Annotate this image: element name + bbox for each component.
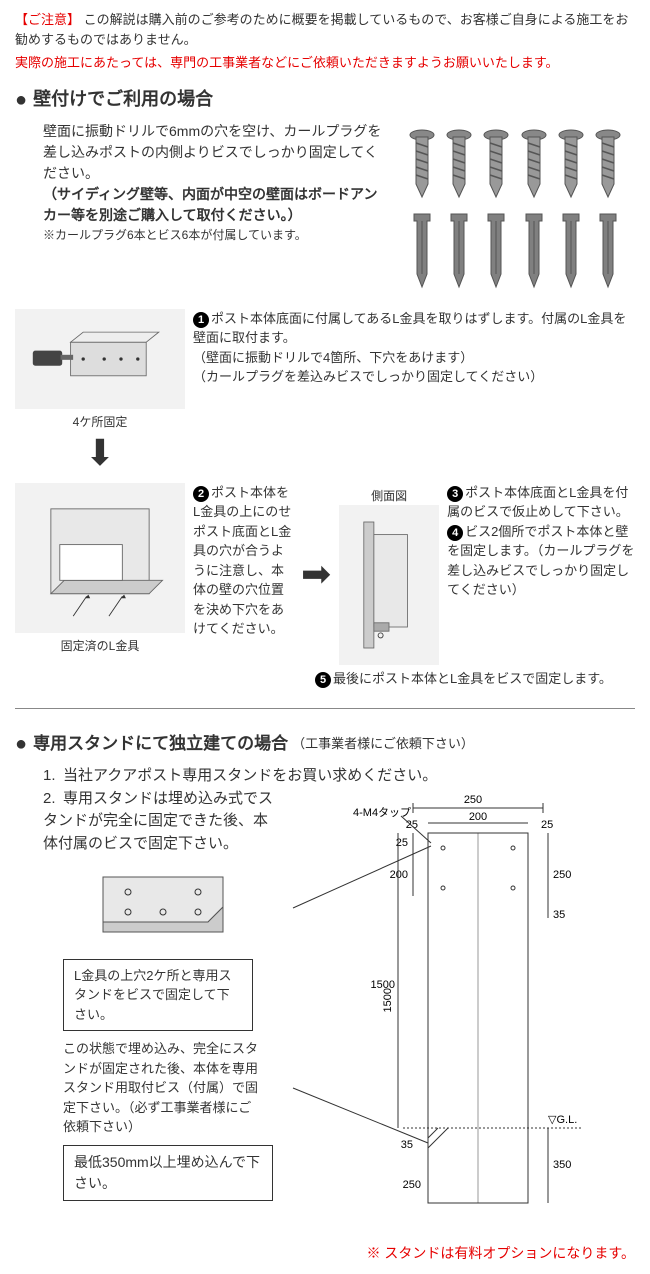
svg-text:200: 200 xyxy=(469,811,487,823)
li-1: 1. xyxy=(43,765,63,788)
step1-num: 1 xyxy=(193,312,209,328)
section2-subtitle: （工事業者様にご依頼下さい） xyxy=(292,734,474,754)
section2-item2-text: 専用スタンドは埋め込み式でスタンドが完全に固定できた後、本体付属のビスで固定下さ… xyxy=(43,790,273,852)
section-divider xyxy=(15,708,635,709)
plug-icon xyxy=(409,209,435,289)
section2-item1: 1.当社アクアポスト専用スタンドをお買い求めください。 xyxy=(43,765,635,788)
section1-title-text: 壁付けでご利用の場合 xyxy=(33,86,213,113)
screw-icon xyxy=(445,129,473,199)
section2-item2: 2.専用スタンドは埋め込み式でスタンドが完全に固定できた後、本体付属のビスで固定… xyxy=(43,788,273,856)
step3-text: ポスト本体底面とL金具を付属のビスで仮止めして下さい。 xyxy=(447,485,629,520)
section1-paren: （サイディング壁等、内面が中空の壁面はボードアンカー等を別途ご購入して取付くださ… xyxy=(43,184,385,226)
section1-title: 壁付けでご利用の場合 xyxy=(15,85,635,115)
plugs-row xyxy=(403,209,627,289)
svg-text:35: 35 xyxy=(553,909,565,921)
l-bracket-diagram xyxy=(93,867,273,945)
callout-box: L金具の上穴2ケ所と専用スタンドをビスで固定して下さい。 xyxy=(63,959,253,1032)
plug-icon xyxy=(521,209,547,289)
plug-icon xyxy=(446,209,472,289)
step4-num: 4 xyxy=(447,525,463,541)
svg-text:▽G.L.: ▽G.L. xyxy=(548,1114,577,1126)
step2-num: 2 xyxy=(193,486,209,502)
step1-caption: 4ケ所固定 xyxy=(15,413,185,431)
step3-num: 3 xyxy=(447,486,463,502)
svg-text:1500: 1500 xyxy=(382,988,394,1012)
screw-icon xyxy=(482,129,510,199)
screw-icon xyxy=(520,129,548,199)
step2-caption: 固定済のL金具 xyxy=(15,637,185,655)
section2-desc: この状態で埋め込み、完全にスタンドが固定された後、本体を専用スタンド用取付ビス（… xyxy=(63,1039,263,1137)
step4-text: ビス2個所でポスト本体と壁を固定します。（カールプラグを差し込みビスでしっかり固… xyxy=(447,524,634,598)
screw-icon xyxy=(557,129,585,199)
section2-title-text: 専用スタンドにて独立建ての場合 xyxy=(33,731,288,757)
step5-text: 最後にポスト本体とL金具をビスで固定します。 xyxy=(333,671,612,686)
screw-icon xyxy=(408,129,436,199)
li-2: 2. xyxy=(43,788,63,811)
notice-line2: 実際の施工にあたっては、専門の工事業者などにご依頼いただきますようお願いいたしま… xyxy=(15,53,635,73)
arrow-right-icon: ➡ xyxy=(301,556,331,592)
svg-text:1500: 1500 xyxy=(371,979,395,991)
svg-text:25: 25 xyxy=(541,819,553,831)
plug-icon xyxy=(483,209,509,289)
step2-text: ポスト本体をL金具の上にのせポスト底面とL金具の穴が合うように注意し、本体の壁の… xyxy=(193,485,291,637)
plug-icon xyxy=(595,209,621,289)
stand-drawing: 250 25 200 25 4-M4タップ 25 200 xyxy=(283,788,635,1236)
step2-diagram xyxy=(15,483,185,633)
step1-sub2: （カールプラグを差込みビスでしっかり固定してください） xyxy=(193,367,635,387)
section1-note: ※カールプラグ6本とビス6本が付属しています。 xyxy=(43,226,385,244)
svg-text:200: 200 xyxy=(390,869,408,881)
embed-box: 最低350mm以上埋め込んで下さい。 xyxy=(63,1145,273,1201)
svg-text:35: 35 xyxy=(401,1139,413,1151)
side-view-label: 側面図 xyxy=(339,487,439,505)
step1-text: ポスト本体底面に付属してあるL金具を取りはずします。付属のL金具を壁面に取付ます… xyxy=(193,311,626,346)
hardware-illustration xyxy=(395,121,635,301)
section2-item1-text: 当社アクアポスト専用スタンドをお買い求めください。 xyxy=(63,767,437,784)
arrow-down-icon: ⬇ xyxy=(15,435,185,471)
notice-body1: この解説は購入前のご参考のために概要を掲載しているもので、お客様ご自身による施工… xyxy=(15,12,628,47)
dim-250-top: 250 xyxy=(464,794,482,806)
svg-text:250: 250 xyxy=(403,1179,421,1191)
plug-icon xyxy=(558,209,584,289)
svg-text:350: 350 xyxy=(553,1159,571,1171)
svg-text:250: 250 xyxy=(553,869,571,881)
section2-title: 専用スタンドにて独立建ての場合 （工事業者様にご依頼下さい） xyxy=(15,729,635,759)
section1-intro: 壁面に振動ドリルで6mmの穴を空け、カールプラグを差し込みポストの内側よりビスで… xyxy=(43,121,385,184)
screws-row xyxy=(403,129,627,199)
notice-label: 【ご注意】 xyxy=(15,12,80,27)
step1-sub1: （壁面に振動ドリルで4箇所、下穴をあけます） xyxy=(193,348,635,368)
step5-num: 5 xyxy=(315,672,331,688)
notice-line1: 【ご注意】 この解説は購入前のご参考のために概要を掲載しているもので、お客様ご自… xyxy=(15,10,635,49)
step1-diagram xyxy=(15,309,185,409)
step5-line: 5最後にポスト本体とL金具をビスで固定します。 xyxy=(315,669,635,689)
screw-icon xyxy=(594,129,622,199)
side-view-diagram xyxy=(339,505,439,665)
option-note: ※ スタンドは有料オプションになります。 xyxy=(15,1243,635,1264)
